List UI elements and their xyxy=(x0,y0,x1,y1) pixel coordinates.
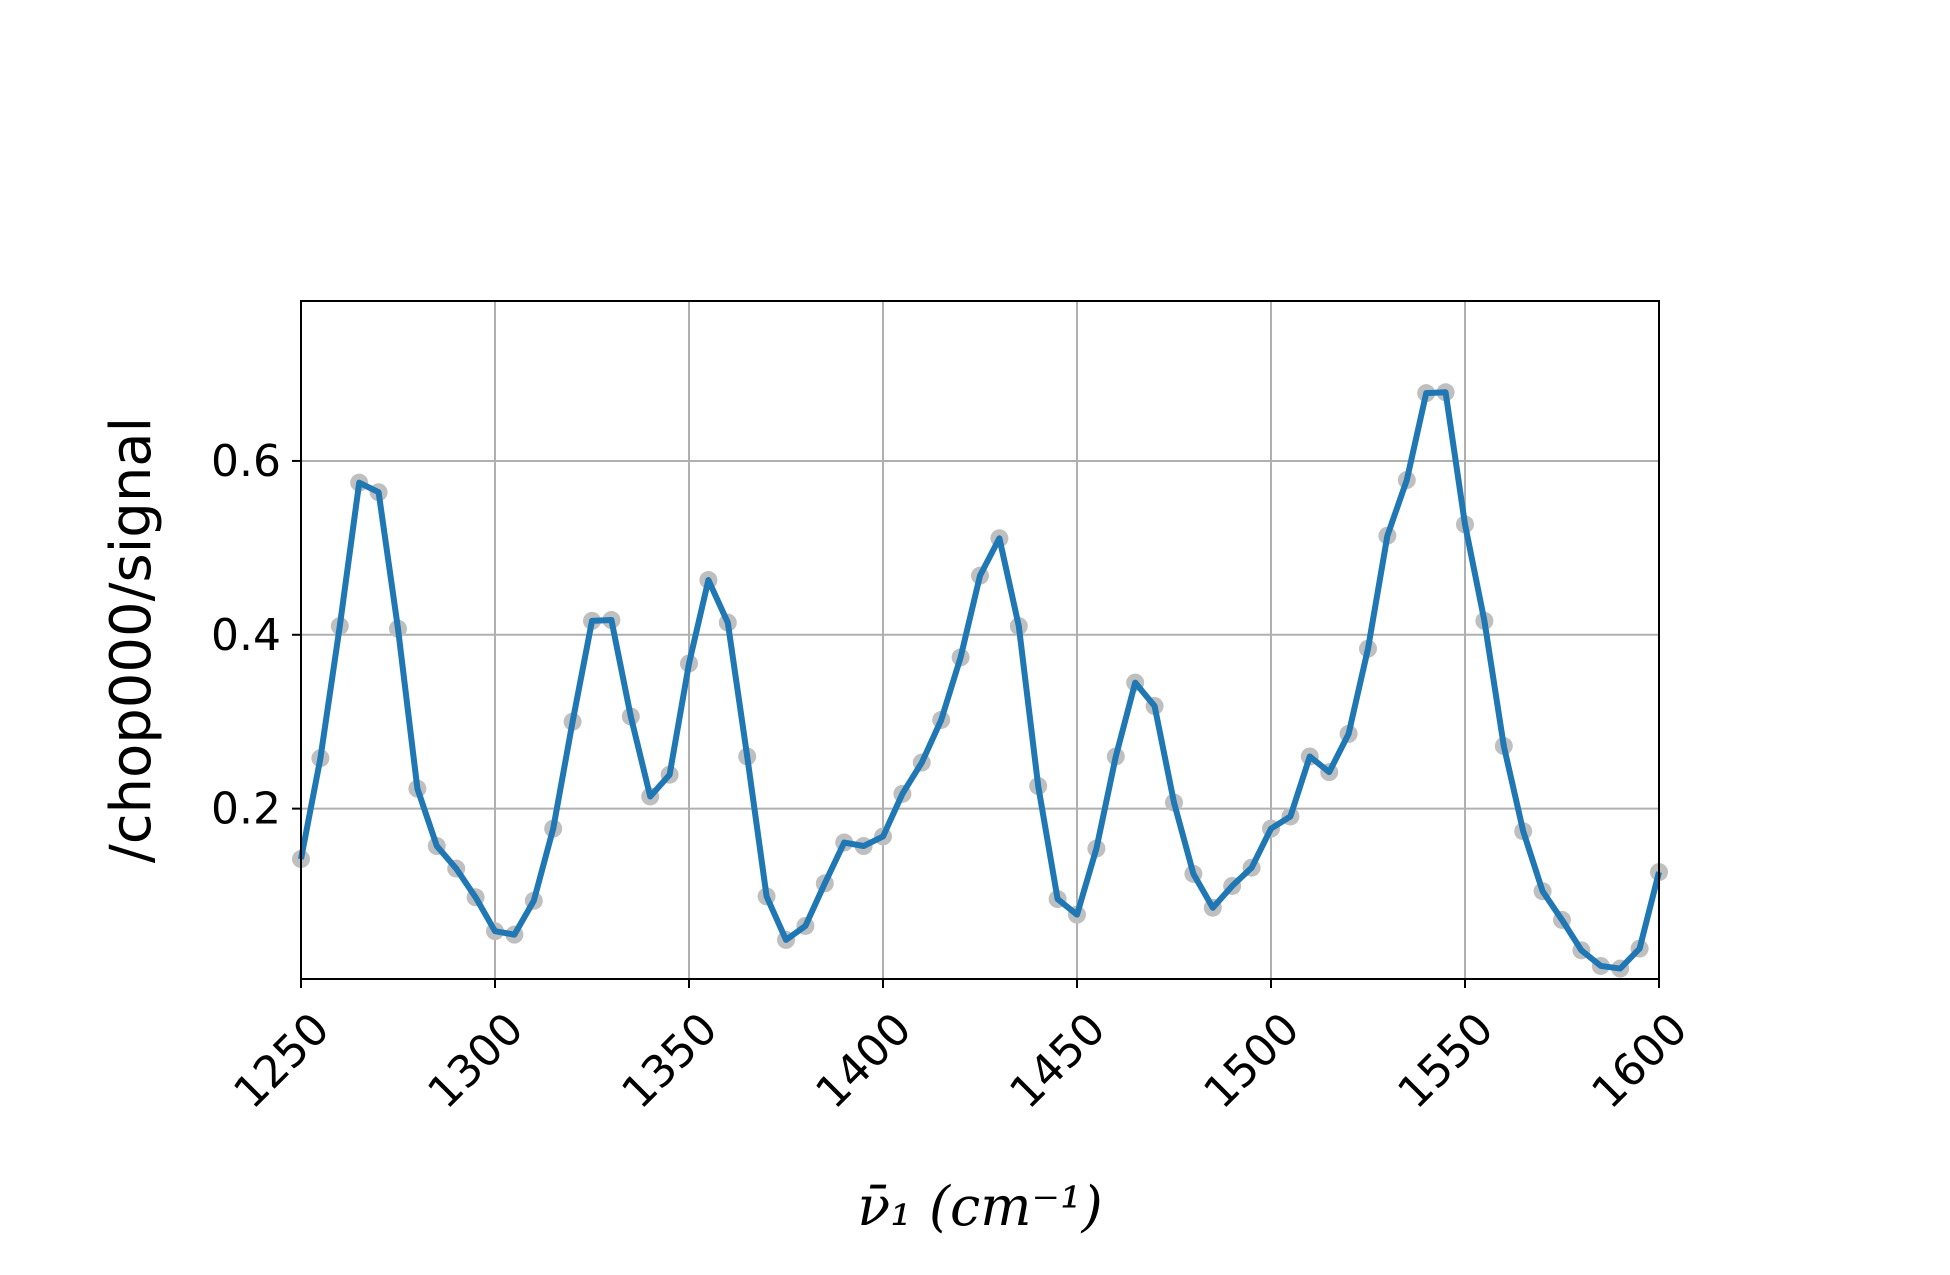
x-tick-label: 1550 xyxy=(1388,1003,1503,1118)
x-tick-label: 1450 xyxy=(1000,1003,1115,1118)
y-axis-label: /chop000/signal xyxy=(99,417,164,863)
ticks: 1250 1300 1350 1400 1450 1500 1550 1600 0.2 0.4 0.… xyxy=(211,436,1697,1119)
data-markers xyxy=(292,383,1668,978)
y-tick-label: 0.2 xyxy=(211,784,281,835)
grid xyxy=(300,301,1660,979)
series-line xyxy=(298,389,1662,972)
x-tick-label: 1300 xyxy=(418,1003,533,1118)
plot-frame xyxy=(300,300,1660,980)
y-tick-label: 0.4 xyxy=(211,610,281,661)
x-tick-label: 1350 xyxy=(612,1003,727,1118)
data-lines xyxy=(298,389,1662,972)
x-axis-label: ν̄₁ (cm⁻¹) xyxy=(857,1175,1102,1238)
x-tick-label: 1400 xyxy=(806,1003,921,1118)
x-tick-label: 1600 xyxy=(1582,1003,1697,1118)
x-tick-label: 1250 xyxy=(224,1003,339,1118)
x-tick-label: 1500 xyxy=(1194,1003,1309,1118)
y-tick-label: 0.6 xyxy=(211,436,281,487)
